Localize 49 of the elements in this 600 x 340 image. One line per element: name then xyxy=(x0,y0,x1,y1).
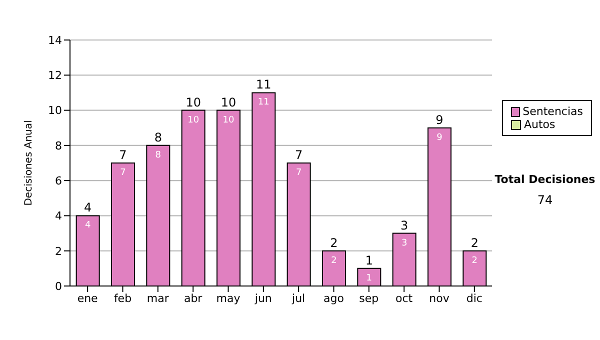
x-tick-label: feb xyxy=(114,292,132,305)
data-label: 4 xyxy=(84,220,91,231)
y-tick-label: 8 xyxy=(55,139,62,152)
y-tick-label: 4 xyxy=(55,210,62,223)
y-tick-label: 2 xyxy=(55,244,62,258)
x-tick-label: nov xyxy=(429,292,450,305)
data-label: 2 xyxy=(331,256,337,266)
y-axis-title: Decisiones Anual xyxy=(24,120,35,206)
data-label: 10 xyxy=(188,115,200,126)
data-label: 2 xyxy=(472,256,478,266)
total-label: 8 xyxy=(154,130,162,144)
data-label: 10 xyxy=(222,115,234,126)
x-tick-label: sep xyxy=(359,292,379,305)
total-label: 10 xyxy=(186,95,201,110)
legend-label: Autos xyxy=(524,118,556,131)
total-label: 4 xyxy=(84,200,92,215)
total-label: 7 xyxy=(295,148,303,162)
total-label: 2 xyxy=(330,236,338,250)
total-label: 2 xyxy=(470,236,478,250)
data-label: 9 xyxy=(436,132,443,143)
total-label: 7 xyxy=(119,148,127,162)
x-tick-label: may xyxy=(216,292,241,305)
x-tick-label: mar xyxy=(146,292,170,305)
x-tick-label: ene xyxy=(77,292,98,305)
data-label: 1 xyxy=(366,273,372,284)
y-tick-label: 14 xyxy=(48,34,62,47)
data-label: 8 xyxy=(155,150,162,160)
data-label: 11 xyxy=(258,98,270,108)
legend-label: Sentencias xyxy=(522,105,583,118)
x-tick-label: oct xyxy=(396,292,414,305)
total-label: 11 xyxy=(256,78,272,92)
y-tick-label: 12 xyxy=(48,69,62,82)
y-tick-label: 10 xyxy=(48,104,62,118)
y-tick-label: 0 xyxy=(55,280,62,293)
x-tick-label: dic xyxy=(466,292,482,305)
x-tick-label: jul xyxy=(291,292,306,305)
total-label: 1 xyxy=(365,253,373,268)
x-tick-label: ago xyxy=(324,292,344,305)
data-label: 3 xyxy=(401,238,408,248)
y-tick-label: 6 xyxy=(55,174,62,188)
total-label: 10 xyxy=(220,95,236,110)
x-tick-label: jun xyxy=(254,292,272,305)
text: 74 xyxy=(536,193,554,207)
total-label: 3 xyxy=(400,218,408,232)
data-label: 7 xyxy=(120,168,126,178)
x-tick-label: abr xyxy=(184,292,203,305)
text: Total Decisiones xyxy=(494,173,596,186)
data-label: 7 xyxy=(296,168,302,178)
total-label: 9 xyxy=(436,112,444,127)
